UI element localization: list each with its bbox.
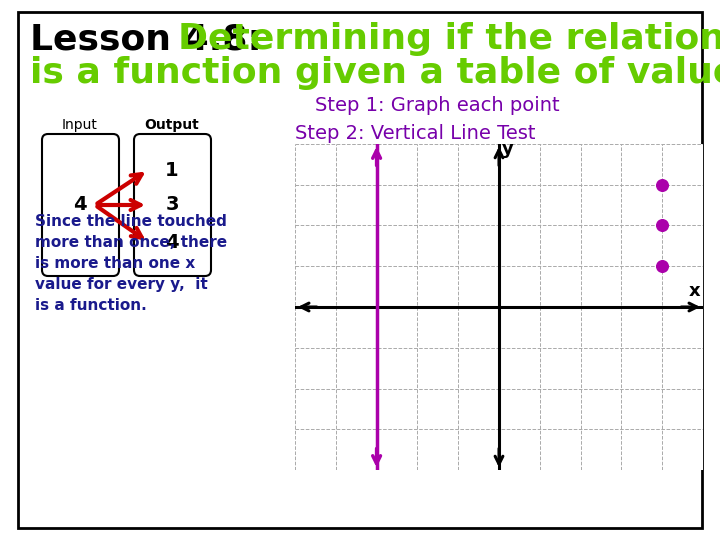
Text: 3: 3: [166, 195, 179, 214]
Text: Output: Output: [145, 118, 199, 132]
Text: 4: 4: [73, 195, 87, 214]
Text: Determining if the relation: Determining if the relation: [178, 22, 720, 56]
Text: y: y: [502, 140, 514, 158]
Text: Lesson 4.8:: Lesson 4.8:: [30, 22, 262, 56]
Text: Input: Input: [62, 118, 98, 132]
FancyBboxPatch shape: [42, 134, 119, 276]
Text: 4: 4: [165, 233, 179, 252]
Point: [657, 262, 668, 271]
FancyBboxPatch shape: [134, 134, 211, 276]
Text: Step 2: Vertical Line Test: Step 2: Vertical Line Test: [295, 124, 536, 143]
Text: Since the line touched
more than once, there
is more than one x
value for every : Since the line touched more than once, t…: [35, 214, 227, 313]
Text: 1: 1: [165, 160, 179, 179]
Point: [657, 180, 668, 189]
Text: is a function given a table of values: is a function given a table of values: [30, 56, 720, 90]
Text: Step 1: Graph each point: Step 1: Graph each point: [315, 96, 559, 115]
Point: [657, 221, 668, 230]
Text: x: x: [689, 281, 701, 300]
